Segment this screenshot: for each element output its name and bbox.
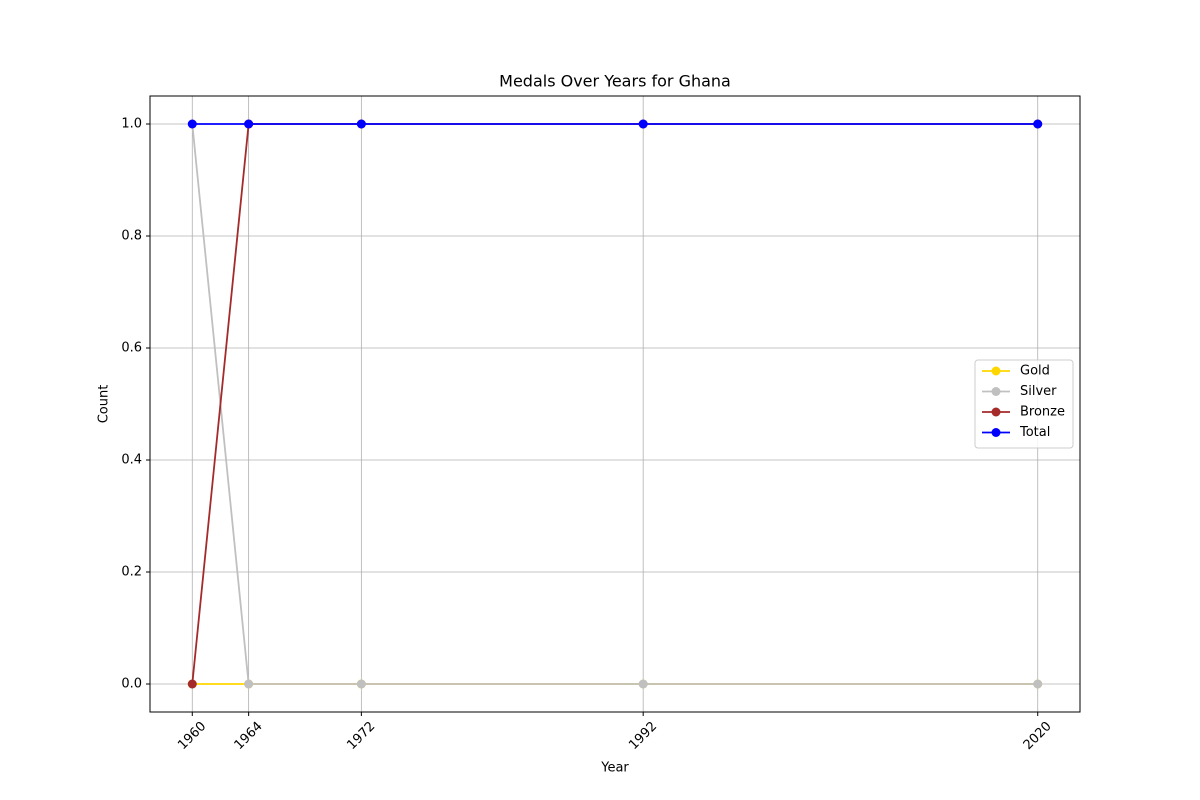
legend-label: Gold — [1020, 364, 1050, 379]
plot-frame — [149, 95, 1081, 713]
data-point — [244, 119, 254, 129]
legend-box — [974, 359, 1074, 449]
chart-title: Medals Over Years for Ghana — [499, 72, 731, 91]
data-point — [1033, 679, 1043, 689]
y-tick-label: 0.6 — [121, 341, 142, 356]
y-tick-label: 1.0 — [121, 117, 142, 132]
legend-label: Bronze — [1020, 405, 1065, 420]
legend-marker — [991, 387, 1001, 396]
y-axis-label: Count — [97, 385, 112, 424]
x-axis-label: Year — [600, 761, 629, 776]
legend-marker — [991, 366, 1001, 376]
data-point — [356, 679, 366, 689]
data-point — [244, 679, 254, 689]
y-tick-label: 0.0 — [121, 677, 142, 692]
legend-marker — [991, 407, 1001, 417]
data-point — [187, 119, 197, 129]
y-tick-label: 0.8 — [121, 229, 142, 244]
data-point — [1033, 119, 1043, 129]
data-point — [638, 119, 648, 129]
legend-label: Silver — [1020, 384, 1057, 399]
data-point — [187, 679, 197, 689]
data-point — [638, 679, 648, 689]
data-point — [356, 119, 366, 129]
y-tick-label: 0.2 — [121, 565, 142, 580]
legend-marker — [991, 428, 1001, 437]
legend-label: Total — [1019, 425, 1050, 440]
y-tick-label: 0.4 — [121, 453, 142, 468]
